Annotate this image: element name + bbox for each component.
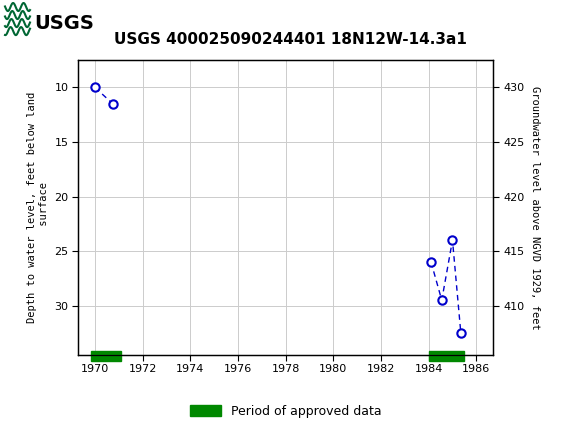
Bar — [3, 2, 93, 43]
Text: USGS: USGS — [34, 14, 94, 33]
Y-axis label: Groundwater level above NGVD 1929, feet: Groundwater level above NGVD 1929, feet — [530, 86, 540, 329]
Y-axis label: Depth to water level, feet below land
 surface: Depth to water level, feet below land su… — [27, 92, 49, 323]
Legend: Period of approved data: Period of approved data — [190, 405, 382, 418]
Bar — [92, 351, 121, 361]
Bar — [429, 351, 465, 361]
Text: USGS 400025090244401 18N12W-14.3a1: USGS 400025090244401 18N12W-14.3a1 — [114, 32, 466, 47]
